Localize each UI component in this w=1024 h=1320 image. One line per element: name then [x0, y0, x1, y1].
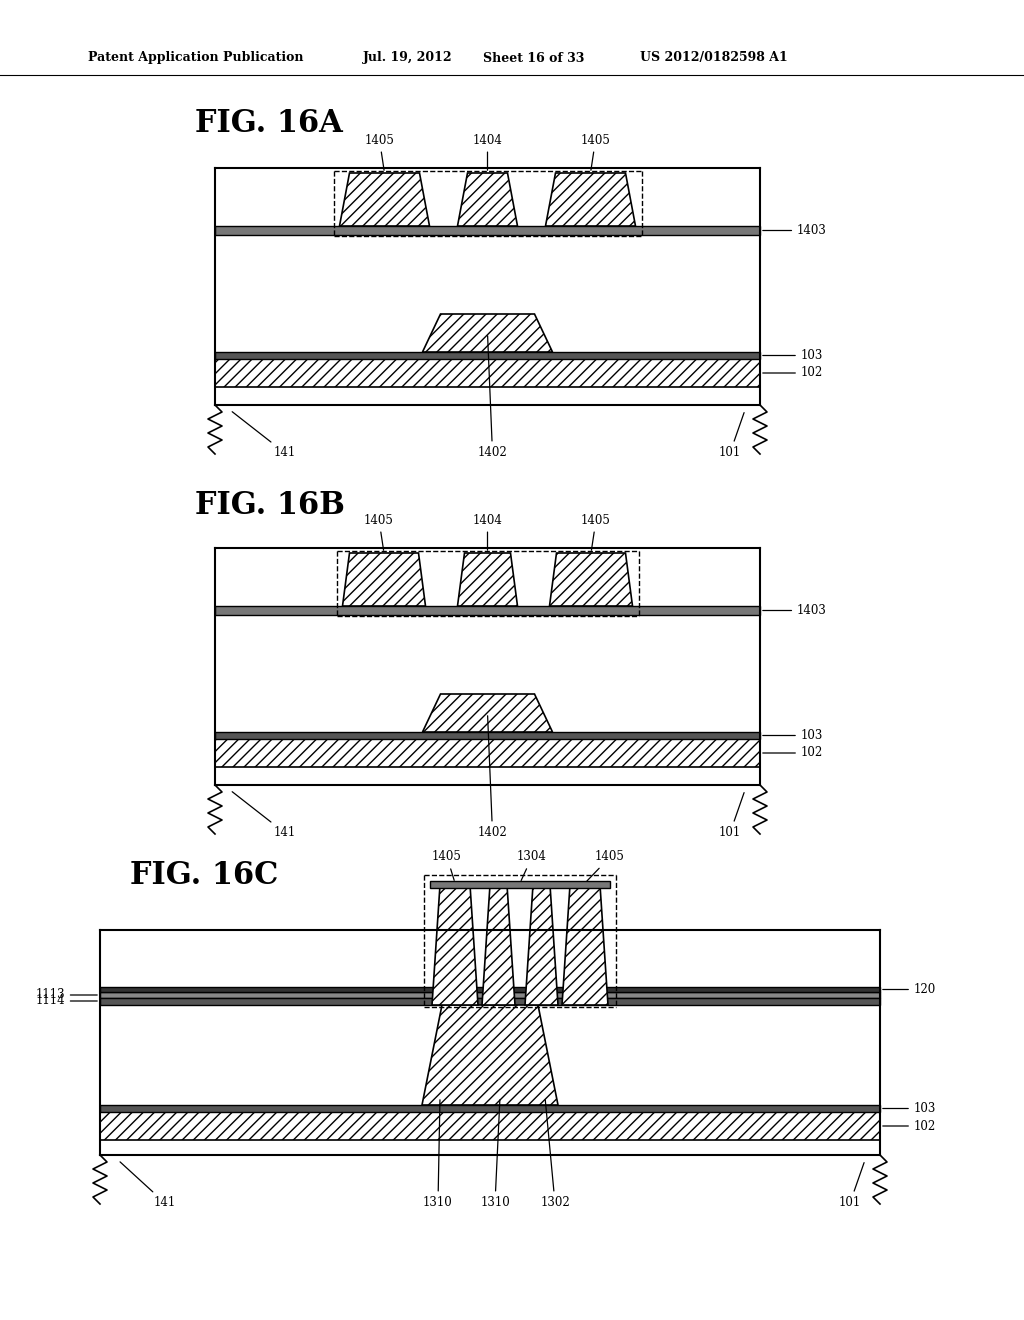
Text: 101: 101 — [839, 1163, 864, 1209]
Text: 1405: 1405 — [365, 513, 394, 550]
Polygon shape — [562, 884, 608, 1005]
Polygon shape — [100, 993, 880, 998]
Text: 1403: 1403 — [763, 605, 827, 616]
Text: 1402: 1402 — [477, 335, 507, 459]
Text: 120: 120 — [883, 983, 936, 997]
Text: 1310: 1310 — [423, 1100, 453, 1209]
Polygon shape — [100, 1111, 880, 1140]
Text: 141: 141 — [120, 1162, 176, 1209]
Text: 103: 103 — [763, 729, 823, 742]
Text: 101: 101 — [719, 792, 744, 840]
Text: 102: 102 — [883, 1119, 936, 1133]
Polygon shape — [482, 884, 515, 1005]
Text: 1405: 1405 — [581, 133, 610, 170]
Polygon shape — [432, 884, 478, 1005]
Text: 1405: 1405 — [581, 513, 611, 550]
Text: FIG. 16C: FIG. 16C — [130, 861, 279, 891]
Text: 101: 101 — [719, 413, 744, 459]
Polygon shape — [215, 359, 760, 387]
Polygon shape — [423, 314, 553, 352]
Text: 102: 102 — [763, 367, 823, 380]
Polygon shape — [100, 1105, 880, 1111]
Text: 141: 141 — [232, 412, 296, 459]
Text: 1114: 1114 — [35, 994, 97, 1007]
Text: 103: 103 — [883, 1102, 936, 1115]
Text: 1405: 1405 — [432, 850, 462, 880]
Text: Jul. 19, 2012: Jul. 19, 2012 — [362, 51, 453, 65]
Polygon shape — [458, 173, 517, 226]
Text: 1402: 1402 — [477, 715, 507, 840]
Text: FIG. 16A: FIG. 16A — [195, 108, 343, 139]
Text: 103: 103 — [763, 348, 823, 362]
Polygon shape — [423, 694, 553, 733]
Text: FIG. 16B: FIG. 16B — [195, 490, 345, 521]
Text: 1113: 1113 — [35, 989, 97, 1002]
Polygon shape — [342, 553, 426, 606]
Text: 1405: 1405 — [587, 850, 625, 880]
Polygon shape — [550, 553, 633, 606]
Text: 1405: 1405 — [365, 133, 394, 170]
Text: 1404: 1404 — [472, 513, 503, 550]
Text: 1310: 1310 — [480, 1100, 510, 1209]
Text: 141: 141 — [232, 792, 296, 840]
Text: 1302: 1302 — [540, 1100, 570, 1209]
Polygon shape — [215, 226, 760, 235]
Text: 102: 102 — [763, 747, 823, 759]
Polygon shape — [422, 1005, 558, 1105]
Polygon shape — [215, 733, 760, 739]
Polygon shape — [215, 606, 760, 615]
Polygon shape — [546, 173, 636, 226]
Polygon shape — [215, 739, 760, 767]
Text: 1304: 1304 — [517, 850, 547, 880]
Text: Patent Application Publication: Patent Application Publication — [88, 51, 303, 65]
Text: US 2012/0182598 A1: US 2012/0182598 A1 — [640, 51, 787, 65]
Text: 1404: 1404 — [472, 133, 503, 170]
Polygon shape — [340, 173, 429, 226]
Polygon shape — [100, 998, 880, 1005]
Polygon shape — [430, 880, 610, 888]
Polygon shape — [458, 553, 517, 606]
Text: 1403: 1403 — [763, 224, 827, 238]
Polygon shape — [525, 884, 558, 1005]
Polygon shape — [100, 987, 880, 993]
Text: Sheet 16 of 33: Sheet 16 of 33 — [483, 51, 585, 65]
Polygon shape — [215, 352, 760, 359]
